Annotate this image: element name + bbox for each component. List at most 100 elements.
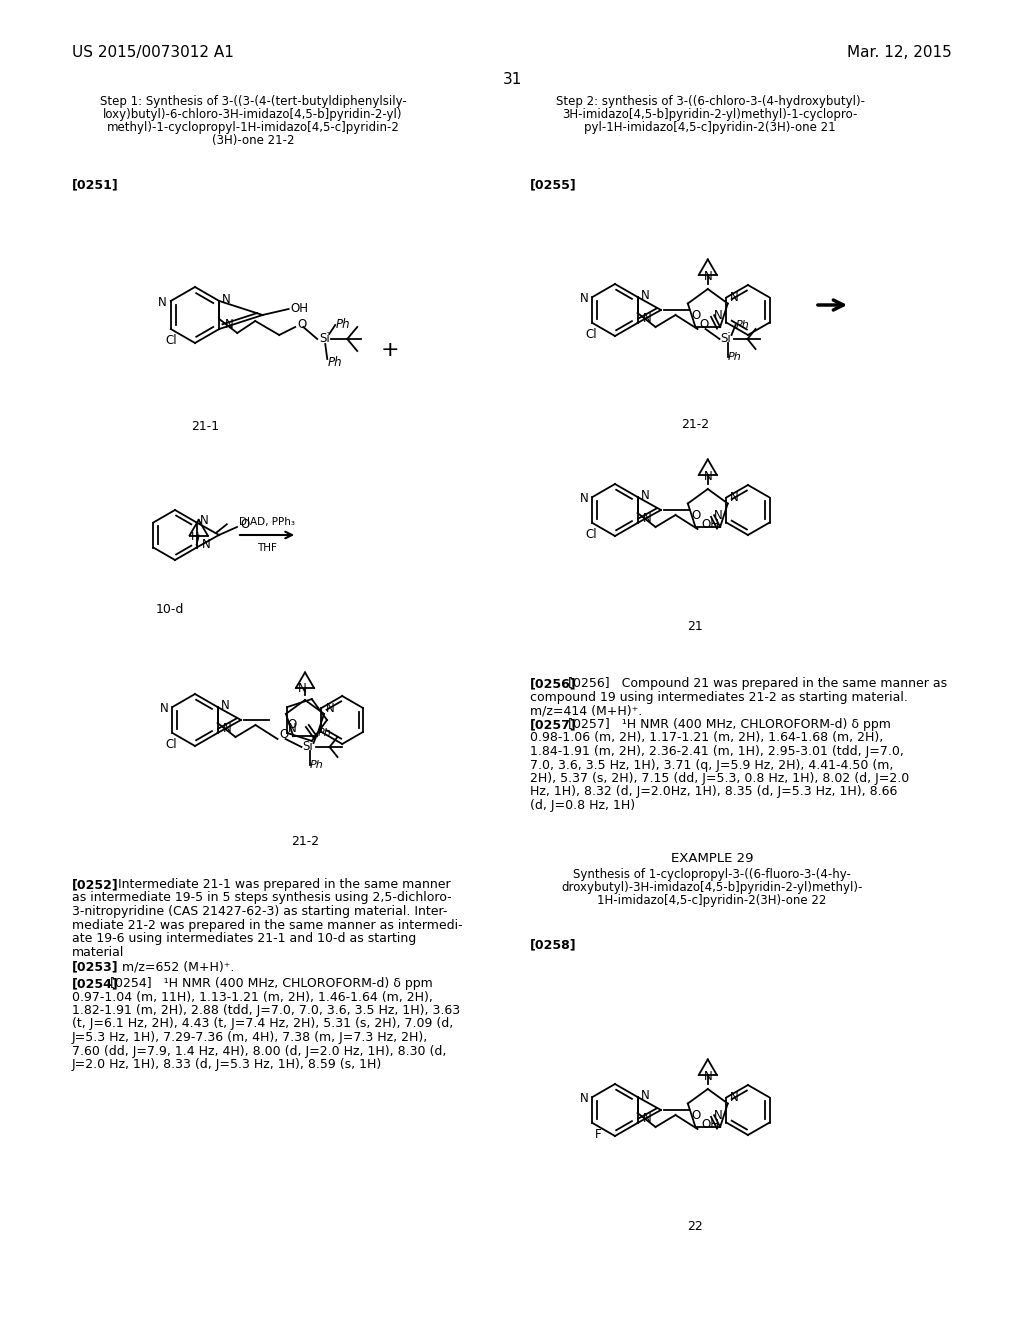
Text: N: N — [225, 318, 234, 331]
Text: H: H — [190, 532, 199, 541]
Text: N: N — [714, 508, 723, 521]
Text: Step 2: synthesis of 3-((6-chloro-3-(4-hydroxybutyl)-: Step 2: synthesis of 3-((6-chloro-3-(4-h… — [555, 95, 864, 108]
Text: N: N — [200, 515, 209, 528]
Text: Si: Si — [319, 333, 330, 346]
Text: F: F — [594, 1127, 601, 1140]
Text: 2H), 5.37 (s, 2H), 7.15 (dd, J=5.3, 0.8 Hz, 1H), 8.02 (d, J=2.0: 2H), 5.37 (s, 2H), 7.15 (dd, J=5.3, 0.8 … — [530, 772, 909, 785]
Text: OH: OH — [291, 301, 308, 314]
Text: N: N — [288, 722, 297, 734]
Text: N: N — [222, 722, 231, 735]
Text: Cl: Cl — [165, 334, 177, 347]
Text: methyl)-1-cyclopropyl-1H-imidazo[4,5-c]pyridin-2: methyl)-1-cyclopropyl-1H-imidazo[4,5-c]p… — [106, 121, 399, 135]
Text: 21-2: 21-2 — [681, 418, 709, 432]
Text: ate 19-6 using intermediates 21-1 and 10-d as starting: ate 19-6 using intermediates 21-1 and 10… — [72, 932, 416, 945]
Text: [0257]   ¹H NMR (400 MHz, CHLOROFORM-d) δ ppm: [0257] ¹H NMR (400 MHz, CHLOROFORM-d) δ … — [568, 718, 891, 731]
Text: [0255]: [0255] — [530, 178, 577, 191]
Text: J=2.0 Hz, 1H), 8.33 (d, J=5.3 Hz, 1H), 8.59 (s, 1H): J=2.0 Hz, 1H), 8.33 (d, J=5.3 Hz, 1H), 8… — [72, 1059, 382, 1071]
Text: O: O — [691, 309, 700, 322]
Text: Mar. 12, 2015: Mar. 12, 2015 — [847, 45, 952, 59]
Text: N: N — [158, 297, 167, 309]
Text: EXAMPLE 29: EXAMPLE 29 — [671, 851, 754, 865]
Text: J=5.3 Hz, 1H), 7.29-7.36 (m, 4H), 7.38 (m, J=7.3 Hz, 2H),: J=5.3 Hz, 1H), 7.29-7.36 (m, 4H), 7.38 (… — [72, 1031, 428, 1044]
Text: 21: 21 — [687, 620, 702, 634]
Text: (d, J=0.8 Hz, 1H): (d, J=0.8 Hz, 1H) — [530, 799, 635, 812]
Text: Hz, 1H), 8.32 (d, J=2.0Hz, 1H), 8.35 (d, J=5.3 Hz, 1H), 8.66: Hz, 1H), 8.32 (d, J=2.0Hz, 1H), 8.35 (d,… — [530, 785, 897, 799]
Text: N: N — [160, 702, 169, 715]
Text: material: material — [72, 945, 124, 958]
Text: 3H-imidazo[4,5-b]pyridin-2-yl)methyl)-1-cyclopro-: 3H-imidazo[4,5-b]pyridin-2-yl)methyl)-1-… — [562, 108, 858, 121]
Text: N: N — [641, 488, 649, 502]
Text: droxybutyl)-3H-imidazo[4,5-b]pyridin-2-yl)methyl)-: droxybutyl)-3H-imidazo[4,5-b]pyridin-2-y… — [561, 880, 862, 894]
Text: N: N — [326, 701, 334, 714]
Text: (3H)-one 21-2: (3H)-one 21-2 — [212, 135, 294, 147]
Text: Ph: Ph — [309, 760, 324, 770]
Text: [0251]: [0251] — [72, 178, 119, 191]
Text: N: N — [730, 290, 739, 304]
Text: 1.82-1.91 (m, 2H), 2.88 (tdd, J=7.0, 7.0, 3.6, 3.5 Hz, 1H), 3.63: 1.82-1.91 (m, 2H), 2.88 (tdd, J=7.0, 7.0… — [72, 1005, 460, 1016]
Text: pyl-1H-imidazo[4,5-c]pyridin-2(3H)-one 21: pyl-1H-imidazo[4,5-c]pyridin-2(3H)-one 2… — [584, 121, 836, 135]
Text: N: N — [714, 1109, 723, 1122]
Text: O: O — [288, 718, 297, 731]
Text: m/z=414 (M+H)⁺.: m/z=414 (M+H)⁺. — [530, 704, 642, 717]
Text: [0257]: [0257] — [530, 718, 577, 731]
Text: +: + — [381, 341, 399, 360]
Text: Step 1: Synthesis of 3-((3-(4-(tert-butyldiphenylsily-: Step 1: Synthesis of 3-((3-(4-(tert-buty… — [99, 95, 407, 108]
Text: THF: THF — [257, 543, 276, 553]
Text: m/z=652 (M+H)⁺.: m/z=652 (M+H)⁺. — [110, 960, 234, 973]
Text: [0256]: [0256] — [530, 677, 577, 690]
Text: 7.60 (dd, J=7.9, 1.4 Hz, 4H), 8.00 (d, J=2.0 Hz, 1H), 8.30 (d,: 7.60 (dd, J=7.9, 1.4 Hz, 4H), 8.00 (d, J… — [72, 1044, 446, 1057]
Text: O: O — [240, 519, 249, 532]
Text: N: N — [730, 1092, 739, 1104]
Text: O: O — [297, 318, 306, 331]
Text: [0256]   Compound 21 was prepared in the same manner as: [0256] Compound 21 was prepared in the s… — [568, 677, 947, 690]
Text: N: N — [642, 1113, 651, 1126]
Text: 7.0, 3.6, 3.5 Hz, 1H), 3.71 (q, J=5.9 Hz, 2H), 4.41-4.50 (m,: 7.0, 3.6, 3.5 Hz, 1H), 3.71 (q, J=5.9 Hz… — [530, 759, 893, 771]
Text: N: N — [580, 1093, 589, 1106]
Text: 21-1: 21-1 — [190, 420, 219, 433]
Text: as intermediate 19-5 in 5 steps synthesis using 2,5-dichloro-: as intermediate 19-5 in 5 steps synthesi… — [72, 891, 452, 904]
Text: Cl: Cl — [586, 528, 597, 540]
Text: 1H-imidazo[4,5-c]pyridin-2(3H)-one 22: 1H-imidazo[4,5-c]pyridin-2(3H)-one 22 — [597, 894, 826, 907]
Text: N: N — [580, 293, 589, 305]
Text: N: N — [714, 309, 723, 322]
Text: compound 19 using intermediates 21-2 as starting material.: compound 19 using intermediates 21-2 as … — [530, 690, 908, 704]
Text: N: N — [202, 539, 210, 550]
Text: OH: OH — [701, 1118, 720, 1131]
Text: OH: OH — [701, 519, 720, 532]
Text: Ph: Ph — [328, 355, 342, 368]
Text: O: O — [280, 729, 289, 742]
Text: O: O — [691, 508, 700, 521]
Text: O: O — [691, 1109, 700, 1122]
Text: [0254]   ¹H NMR (400 MHz, CHLOROFORM-d) δ ppm: [0254] ¹H NMR (400 MHz, CHLOROFORM-d) δ … — [110, 977, 433, 990]
Text: [0254]: [0254] — [72, 977, 119, 990]
Text: N: N — [222, 293, 231, 306]
Text: 0.98-1.06 (m, 2H), 1.17-1.21 (m, 2H), 1.64-1.68 (m, 2H),: 0.98-1.06 (m, 2H), 1.17-1.21 (m, 2H), 1.… — [530, 731, 884, 744]
Text: N: N — [220, 700, 229, 711]
Text: Ph: Ph — [735, 319, 750, 330]
Text: Ph: Ph — [727, 352, 741, 362]
Text: loxy)butyl)-6-chloro-3H-imidazo[4,5-b]pyridin-2-yl): loxy)butyl)-6-chloro-3H-imidazo[4,5-b]py… — [103, 108, 402, 121]
Text: mediate 21-2 was prepared in the same manner as intermedi-: mediate 21-2 was prepared in the same ma… — [72, 919, 463, 932]
Text: [0252]: [0252] — [72, 878, 119, 891]
Text: Ph: Ph — [317, 729, 332, 738]
Text: N: N — [580, 492, 589, 506]
Text: N: N — [703, 271, 712, 282]
Text: N: N — [641, 289, 649, 302]
Text: N: N — [642, 512, 651, 525]
Text: Si: Si — [721, 333, 731, 346]
Text: Cl: Cl — [165, 738, 177, 751]
Text: N: N — [642, 313, 651, 326]
Text: N: N — [730, 491, 739, 504]
Text: Si: Si — [302, 741, 313, 754]
Text: O: O — [699, 318, 709, 331]
Text: N: N — [298, 682, 306, 696]
Text: [0258]: [0258] — [530, 939, 577, 950]
Text: (t, J=6.1 Hz, 2H), 4.43 (t, J=7.4 Hz, 2H), 5.31 (s, 2H), 7.09 (d,: (t, J=6.1 Hz, 2H), 4.43 (t, J=7.4 Hz, 2H… — [72, 1018, 454, 1031]
Text: Cl: Cl — [586, 327, 597, 341]
Text: [0253]: [0253] — [72, 960, 119, 973]
Text: 1.84-1.91 (m, 2H), 2.36-2.41 (m, 1H), 2.95-3.01 (tdd, J=7.0,: 1.84-1.91 (m, 2H), 2.36-2.41 (m, 1H), 2.… — [530, 744, 904, 758]
Text: DIAD, PPh₃: DIAD, PPh₃ — [239, 517, 295, 527]
Text: 22: 22 — [687, 1220, 702, 1233]
Text: 21-2: 21-2 — [291, 836, 319, 847]
Text: 10-d: 10-d — [156, 603, 184, 616]
